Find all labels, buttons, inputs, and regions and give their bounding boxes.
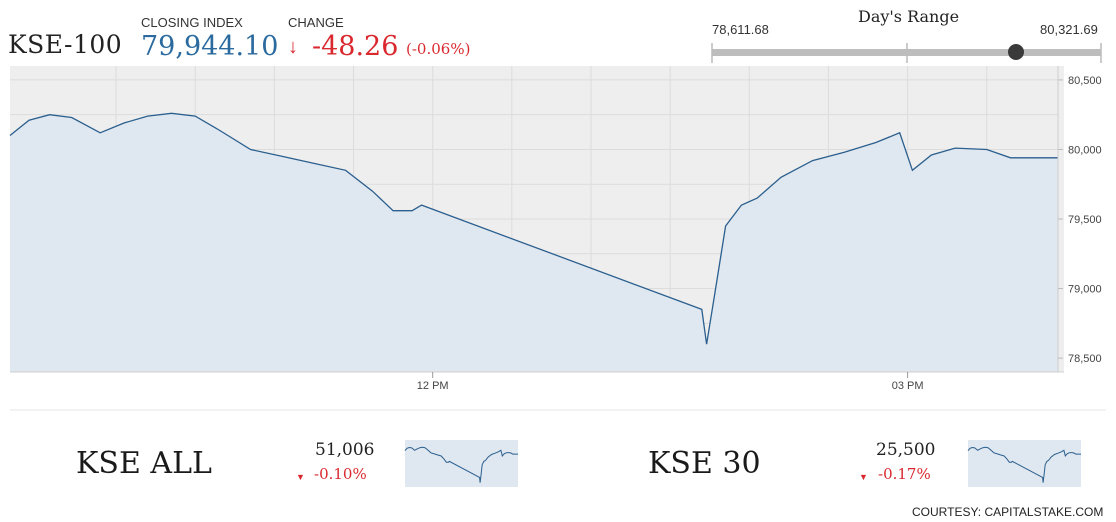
y-tick-label: 79,000 (1068, 284, 1102, 296)
price-line (9, 112, 1058, 345)
y-tick-label: 79,500 (1068, 214, 1102, 226)
x-tick-label: 03 PM (892, 380, 924, 392)
kse-30-down-icon: ▼ (859, 472, 868, 482)
down-arrow-icon: ↓ (288, 36, 298, 58)
kse-30-title: KSE 30 (648, 446, 761, 481)
days-range-high: 80,321.69 (1040, 22, 1098, 37)
index-title: KSE-100 (8, 30, 123, 59)
x-tick-label: 12 PM (417, 380, 449, 392)
kse-30-value: 25,500 (876, 440, 936, 460)
change-percent: (-0.06%) (406, 40, 471, 58)
kse-all-sparkline (404, 440, 518, 487)
kse-all-change: -0.10% (314, 465, 367, 483)
days-range-title: Day's Range (858, 7, 960, 26)
days-range-marker (1008, 44, 1024, 60)
days-range-low: 78,611.68 (712, 22, 769, 37)
y-axis-ticks: 80,500 80,000 79,500 79,000 78,500 (1058, 75, 1102, 365)
change-label: CHANGE (288, 15, 344, 30)
kse-all-value: 51,006 (315, 440, 375, 460)
price-area (10, 113, 1058, 373)
courtesy-note: COURTESY: CAPITALSTAKE.COM (912, 505, 1104, 519)
y-tick-label: 78,500 (1068, 353, 1102, 365)
days-range-bar (711, 43, 1102, 63)
closing-index-value: 79,944.10 (141, 31, 279, 62)
kse-all-title: KSE ALL (76, 446, 212, 481)
closing-index-label: CLOSING INDEX (141, 15, 243, 30)
change-value: -48.26 (312, 31, 399, 62)
y-tick-label: 80,500 (1068, 75, 1102, 87)
kse-30-change: -0.17% (878, 465, 931, 483)
kse-30-sparkline (967, 440, 1081, 487)
x-axis-ticks: 12 PM 03 PM (417, 372, 924, 392)
y-tick-label: 80,000 (1068, 144, 1102, 156)
kse-all-down-icon: ▼ (296, 472, 305, 482)
